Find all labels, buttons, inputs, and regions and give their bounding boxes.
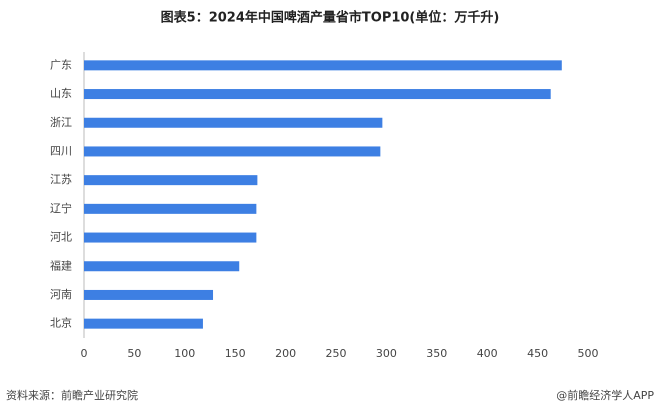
source: 资料来源：前瞻产业研究院: [6, 388, 138, 402]
y-tick-label: 四川: [50, 144, 72, 157]
bar: [84, 89, 551, 100]
bar: [84, 175, 258, 186]
x-tick-label: 0: [81, 347, 88, 360]
x-tick-label: 400: [477, 347, 498, 360]
bar: [84, 146, 381, 157]
x-tick-label: 200: [275, 347, 296, 360]
credit: @前瞻经济学人APP: [556, 388, 654, 402]
bar: [84, 318, 203, 329]
y-tick-label: 广东: [50, 58, 72, 71]
x-tick-label: 450: [527, 347, 548, 360]
y-tick-label: 浙江: [50, 116, 72, 129]
bar: [84, 117, 383, 128]
x-tick-label: 350: [426, 347, 447, 360]
y-tick-label: 北京: [50, 316, 72, 330]
bar: [84, 60, 562, 71]
y-tick-label: 江苏: [50, 173, 72, 186]
x-tick-label: 100: [174, 347, 195, 360]
y-tick-label: 河北: [50, 231, 72, 244]
bar: [84, 261, 240, 272]
x-tick-label: 300: [376, 347, 397, 360]
chart-title: 图表5：2024年中国啤酒产量省市TOP10(单位：万千升): [161, 10, 500, 26]
bar: [84, 203, 257, 214]
x-tick-label: 250: [326, 347, 347, 360]
y-tick-label: 河南: [50, 288, 72, 301]
bar: [84, 289, 214, 300]
x-tick-label: 50: [127, 347, 141, 360]
y-tick-label: 福建: [50, 258, 72, 272]
bar: [84, 232, 257, 243]
y-tick-label: 辽宁: [50, 201, 72, 215]
y-tick-label: 山东: [50, 87, 72, 100]
x-tick-label: 500: [578, 347, 599, 360]
x-tick-label: 150: [225, 347, 246, 360]
